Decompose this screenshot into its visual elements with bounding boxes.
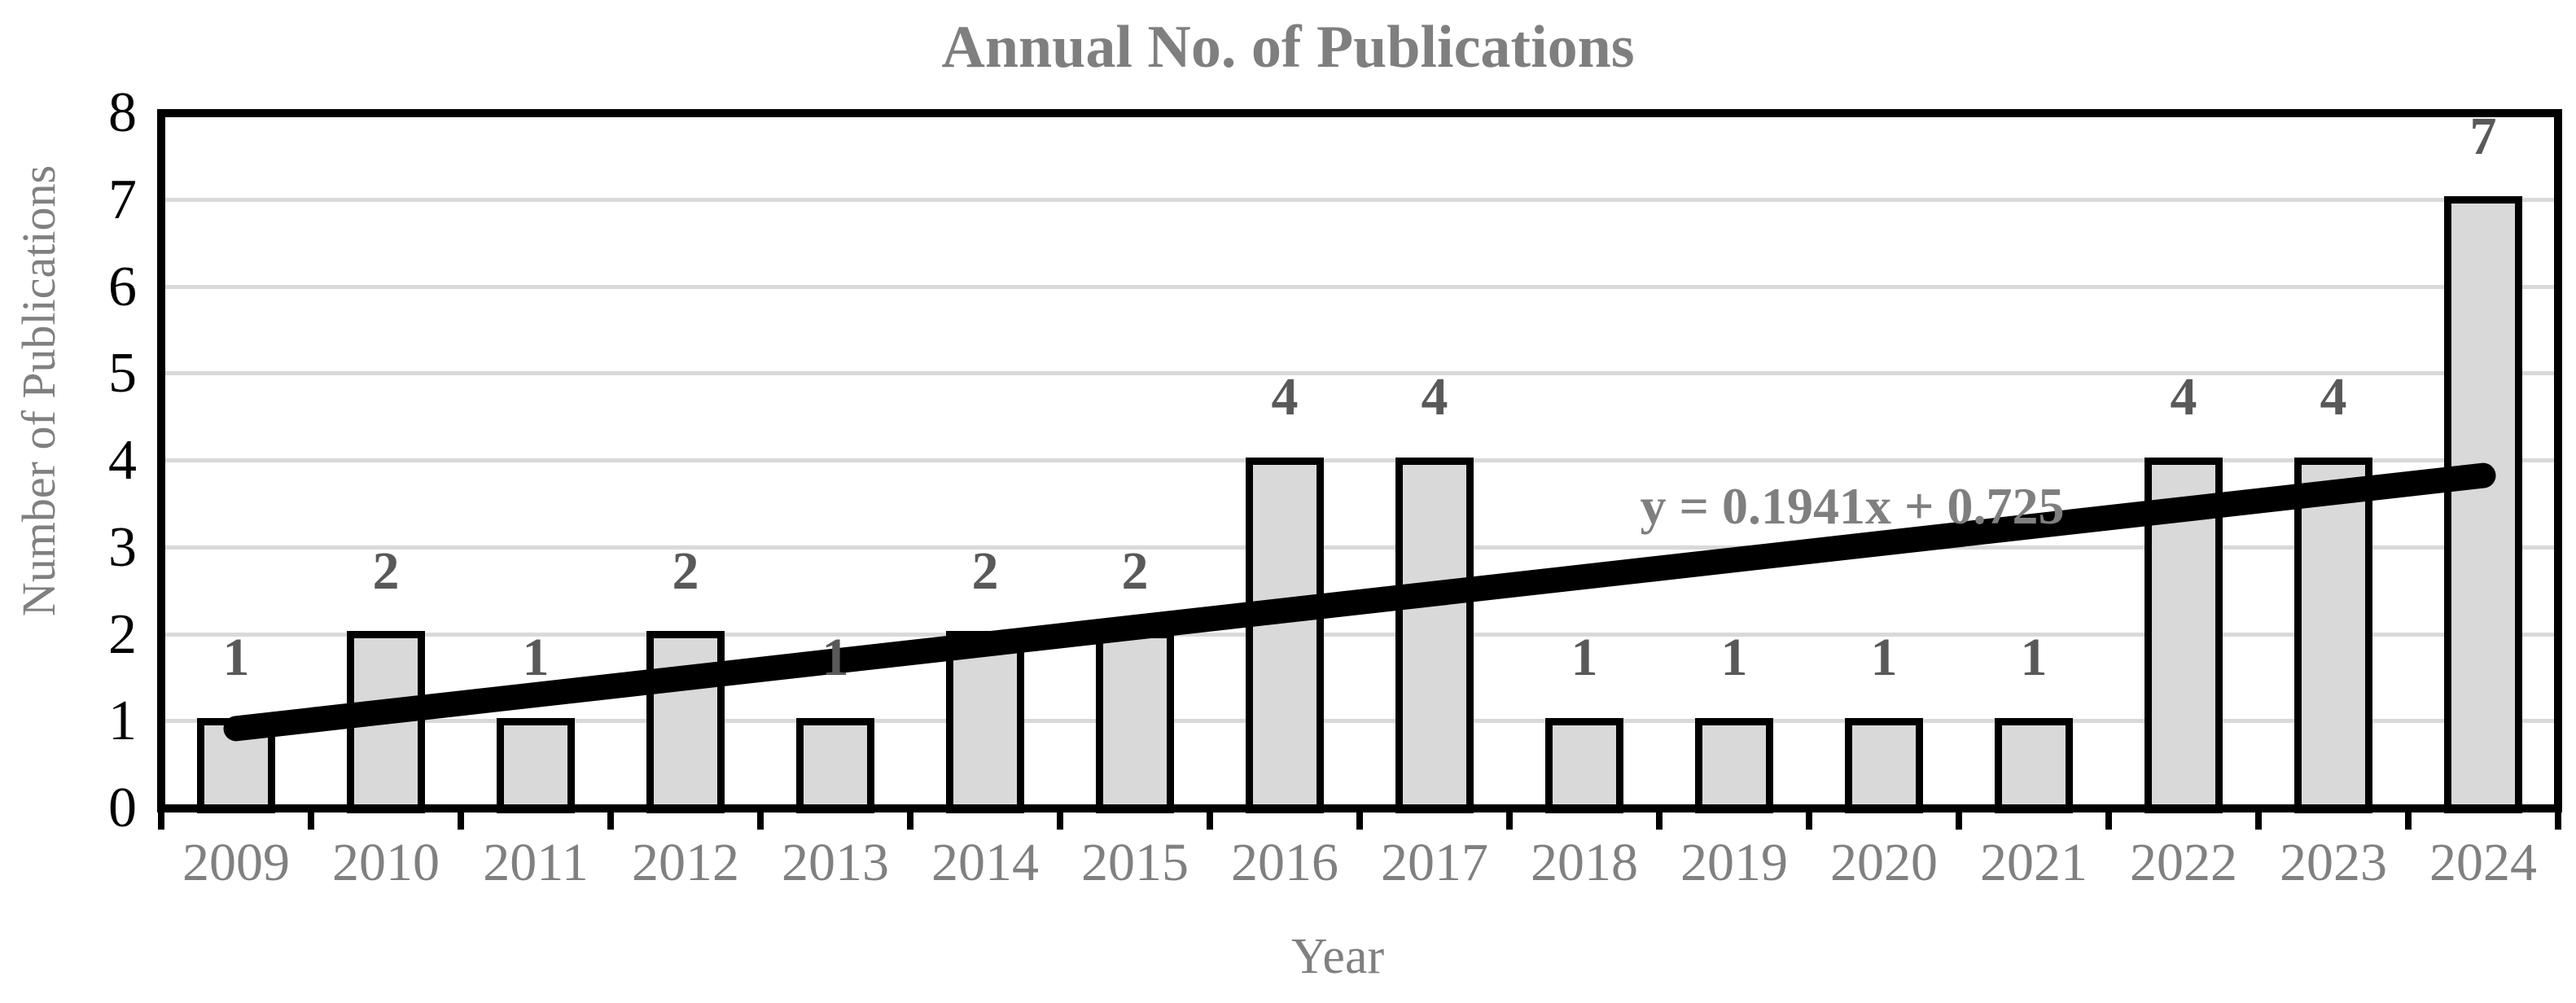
x-tick-mark — [1506, 808, 1513, 830]
bar-value-label: 4 — [2320, 367, 2347, 427]
gridline — [165, 458, 2554, 462]
y-axis-tick-label: 0 — [108, 777, 137, 839]
x-axis-tick-label: 2020 — [1830, 833, 1938, 892]
x-axis-tick-label: 2017 — [1381, 833, 1488, 892]
bar-value-label: 2 — [672, 541, 699, 601]
bar-value-label: 1 — [2020, 628, 2048, 687]
x-axis-tick-label: 2014 — [931, 833, 1039, 892]
x-tick-mark — [308, 808, 314, 830]
x-axis-tick-label: 2009 — [182, 833, 290, 892]
x-tick-mark — [2555, 808, 2561, 830]
y-axis-tick-label: 3 — [108, 516, 137, 579]
x-axis-tick-label: 2012 — [632, 833, 739, 892]
x-tick-mark — [1806, 808, 1812, 830]
gridline — [165, 371, 2554, 375]
trendline-equation-label: y = 0.1941x + 0.725 — [1640, 477, 2065, 535]
y-axis-tick-label: 4 — [108, 429, 137, 492]
x-tick-mark — [757, 808, 764, 830]
bar-value-label: 4 — [1421, 367, 1448, 427]
x-tick-mark — [907, 808, 913, 830]
gridline — [165, 285, 2554, 289]
y-axis-tick-label: 1 — [108, 690, 137, 752]
x-tick-mark — [2105, 808, 2112, 830]
gridline — [165, 198, 2554, 202]
bar-value-label: 4 — [2170, 367, 2197, 427]
x-axis-tick-label: 2022 — [2130, 833, 2237, 892]
x-tick-mark — [1356, 808, 1363, 830]
bar-value-label: 1 — [222, 628, 250, 687]
x-axis-tick-label: 2021 — [1980, 833, 2088, 892]
y-axis-tick-label: 5 — [108, 342, 137, 405]
x-axis-tick-label: 2016 — [1231, 833, 1338, 892]
y-axis-tick-label: 2 — [108, 603, 137, 666]
bar-value-label: 2 — [372, 541, 400, 601]
x-axis-tick-label: 2011 — [483, 833, 589, 892]
y-axis-tick-label: 8 — [108, 81, 137, 144]
x-tick-mark — [2405, 808, 2412, 830]
x-axis-title: Year — [1290, 929, 1385, 984]
x-axis-tick-label: 2010 — [332, 833, 440, 892]
bar-value-label: 1 — [821, 628, 849, 687]
x-axis-tick-label: 2024 — [2429, 833, 2537, 892]
x-axis-tick-label: 2015 — [1081, 833, 1189, 892]
x-tick-mark — [158, 808, 164, 830]
bar-value-label: 1 — [522, 628, 550, 687]
bar-value-label: 4 — [1271, 367, 1299, 427]
x-tick-mark — [1956, 808, 1962, 830]
x-tick-mark — [2255, 808, 2262, 830]
y-axis-tick-label: 7 — [108, 169, 137, 231]
bar-value-label: 7 — [2469, 107, 2497, 166]
x-axis-tick-label: 2019 — [1680, 833, 1788, 892]
x-tick-mark — [458, 808, 464, 830]
x-tick-mark — [1057, 808, 1063, 830]
x-axis-tick-label: 2018 — [1531, 833, 1638, 892]
plot-area-border — [157, 109, 2562, 812]
x-tick-mark — [1207, 808, 1213, 830]
x-axis-tick-label: 2023 — [2280, 833, 2387, 892]
bar-value-label: 2 — [1121, 541, 1149, 601]
x-tick-mark — [1656, 808, 1663, 830]
x-tick-mark — [607, 808, 614, 830]
y-axis-tick-label: 6 — [108, 256, 137, 318]
x-axis-tick-label: 2013 — [782, 833, 889, 892]
chart-title: Annual No. of Publications — [941, 14, 1635, 81]
